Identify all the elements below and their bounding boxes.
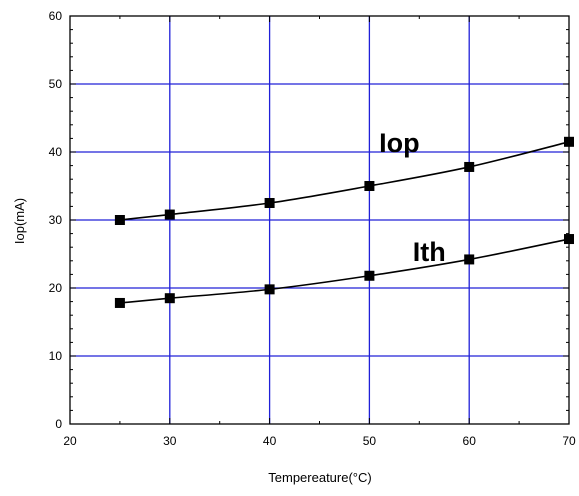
y-tick-label: 30 xyxy=(49,213,63,227)
x-tick-label: 40 xyxy=(263,434,277,448)
data-point-ith xyxy=(464,254,475,265)
axes: 20 30 40 50 60 70 0 10 20 30 40 50 60 xyxy=(49,9,576,448)
data-point-iop xyxy=(164,209,175,220)
y-axis-title: Iop(mA) xyxy=(12,198,27,244)
data-point-ith xyxy=(164,293,175,304)
x-axis-title: Tempereature(°C) xyxy=(268,470,371,485)
y-tick-label: 0 xyxy=(55,417,62,431)
series-annotation-iop: Iop xyxy=(379,128,420,158)
data-point-ith xyxy=(114,297,125,308)
data-point-ith xyxy=(264,284,275,295)
series-line-iop xyxy=(119,141,570,221)
series-group xyxy=(114,136,574,308)
x-tick-label: 70 xyxy=(562,434,576,448)
y-tick-label: 10 xyxy=(49,349,63,363)
data-point-iop xyxy=(264,198,275,208)
y-tick-label: 60 xyxy=(49,9,63,23)
data-point-iop xyxy=(564,136,574,147)
y-tick-label: 40 xyxy=(49,145,63,159)
grid xyxy=(70,16,569,424)
x-tick-label: 30 xyxy=(163,434,177,448)
x-tick-label: 50 xyxy=(363,434,377,448)
data-point-ith xyxy=(564,234,574,245)
y-tick-label: 50 xyxy=(49,77,63,91)
y-tick-label: 20 xyxy=(49,281,63,295)
series-annotation-ith: Ith xyxy=(413,237,446,267)
x-tick-label: 20 xyxy=(63,434,77,448)
annotations: Iop Ith xyxy=(379,128,446,267)
data-point-iop xyxy=(464,161,475,172)
x-tick-label: 60 xyxy=(463,434,477,448)
data-point-iop xyxy=(364,181,375,191)
series-line-ith xyxy=(119,238,570,304)
data-point-iop xyxy=(114,215,125,225)
data-point-ith xyxy=(364,270,375,281)
